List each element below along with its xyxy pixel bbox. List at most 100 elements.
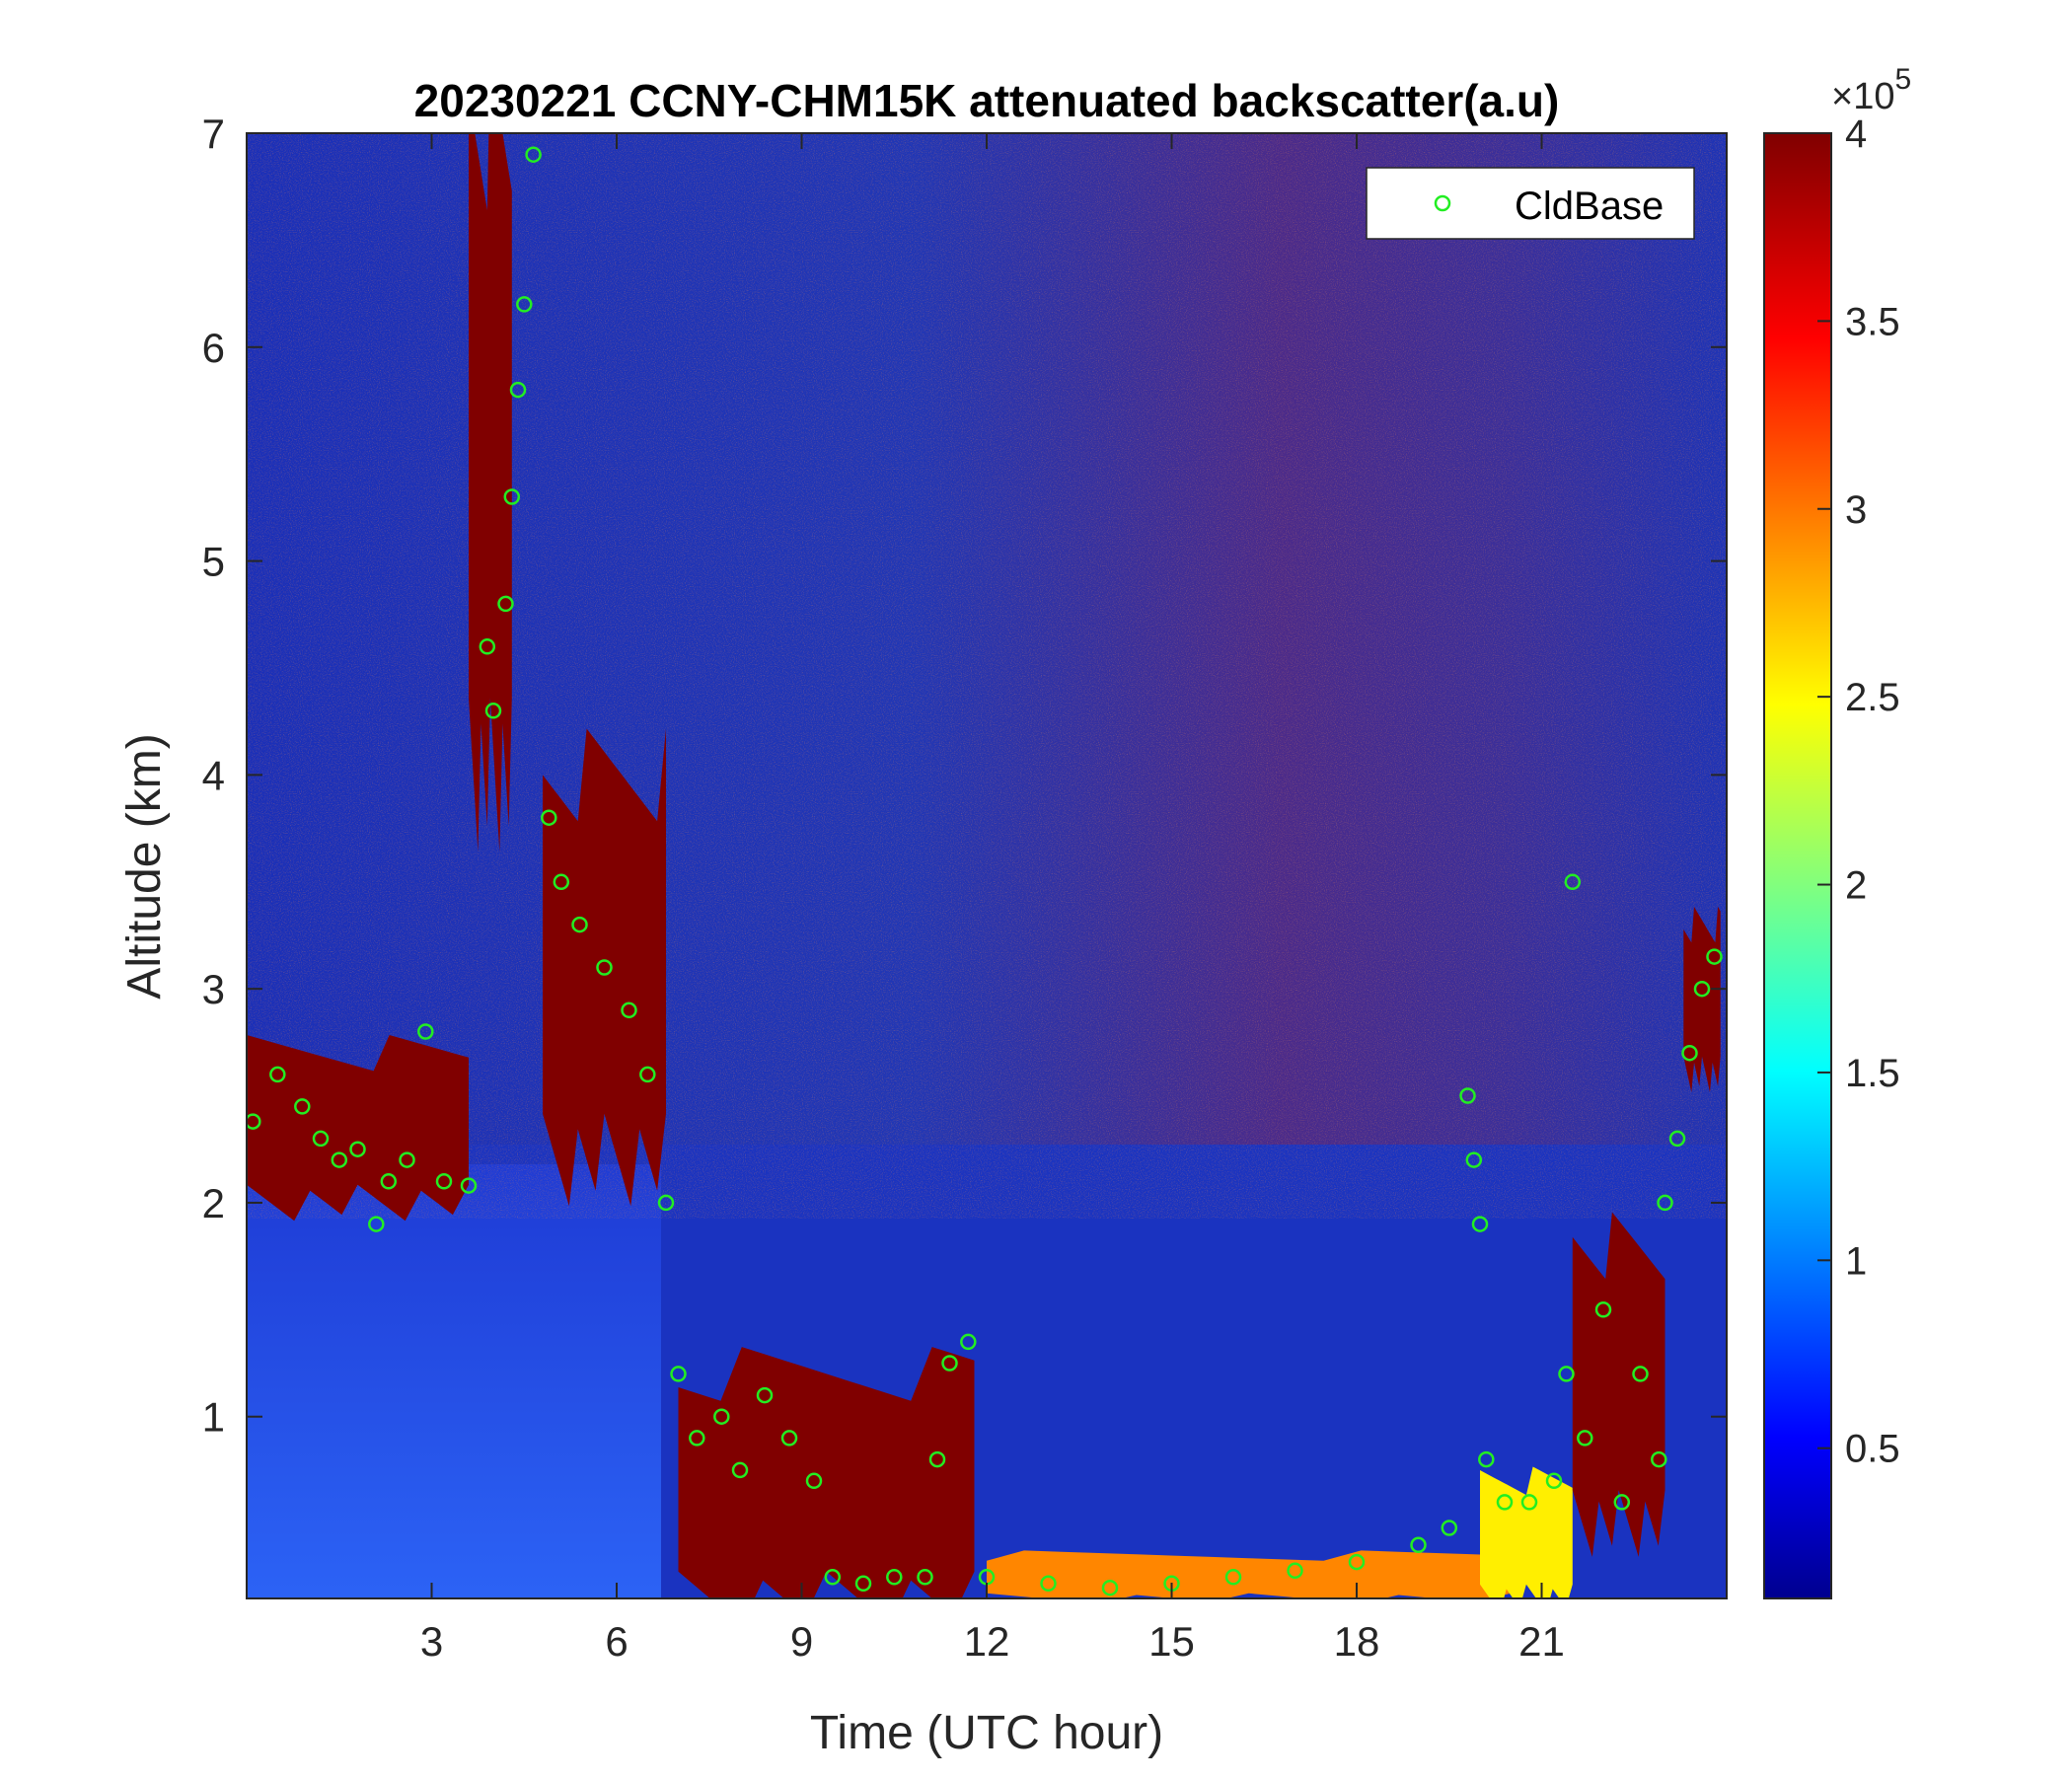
y-tick-label: 1 <box>202 1394 225 1441</box>
cldbase-point <box>1657 1194 1673 1212</box>
y-tick-label: 2 <box>202 1180 225 1226</box>
cldbase-point <box>541 809 557 826</box>
colorbar-exponent: ×105 <box>1831 63 1911 117</box>
cldbase-point <box>1613 1494 1631 1511</box>
cldbase-point <box>1564 873 1582 891</box>
x-tick-label: 12 <box>964 1618 1010 1665</box>
cloud-layers <box>247 133 1721 1598</box>
cldbase-point <box>1520 1494 1538 1511</box>
cldbase-point <box>294 1098 311 1115</box>
cldbase-point <box>479 638 496 655</box>
cldbase-point <box>621 1002 637 1019</box>
cldbase-point <box>509 381 527 399</box>
cldbase-point <box>1706 948 1723 965</box>
y-tick-label: 3 <box>202 966 225 1012</box>
y-axis-label: Altitude (km) <box>118 733 171 999</box>
cloud-layer <box>1572 1212 1665 1557</box>
legend-box <box>1366 167 1695 240</box>
cldbase-point <box>805 1472 823 1490</box>
cldbase-point <box>670 1366 687 1382</box>
cldbase-point <box>1594 1301 1612 1318</box>
cldbase-point <box>1545 1472 1563 1490</box>
cldbase-point <box>928 1450 946 1468</box>
colorbar-exponent-base: ×10 <box>1831 76 1894 117</box>
cldbase-point <box>941 1355 958 1372</box>
cldbase-point <box>917 1569 933 1586</box>
cldbase-point <box>1558 1366 1575 1382</box>
cldbase-point <box>349 1141 366 1157</box>
x-axis-ticks: 3 6 9 12 15 18 21 <box>420 133 1565 1665</box>
cldbase-point <box>1577 1430 1593 1447</box>
cloud-layer <box>247 1035 469 1222</box>
cldbase-point <box>1441 1520 1458 1536</box>
cloud-layer <box>543 728 666 1207</box>
cldbase-point <box>1224 1569 1242 1586</box>
cldbase-point <box>780 1430 798 1447</box>
cldbase-point <box>756 1386 774 1404</box>
cldbase-point <box>460 1177 478 1194</box>
cldbase-point <box>1471 1216 1489 1232</box>
cldbase-point <box>484 703 502 719</box>
x-tick-label: 18 <box>1334 1618 1380 1665</box>
colorbar-tick-label: 2.5 <box>1845 676 1900 719</box>
cldbase-point <box>331 1151 348 1168</box>
colorbar: 0.5 1 1.5 2 2.5 3 3.5 4 ×105 <box>1763 63 1911 1599</box>
cldbase-point <box>960 1333 977 1351</box>
cldbase-point <box>247 1113 261 1130</box>
cldbase-point <box>368 1216 385 1232</box>
legend-marker <box>1434 194 1451 212</box>
cloud-layer <box>678 1347 975 1598</box>
x-tick-label: 21 <box>1518 1618 1565 1665</box>
cldbase-point <box>399 1151 415 1168</box>
colorbar-tick-label: 3 <box>1845 488 1867 532</box>
cldbase-point <box>1632 1366 1649 1382</box>
colorbar-exponent-power: 5 <box>1894 63 1911 96</box>
cldbase-point <box>886 1569 903 1586</box>
cldbase-point <box>1668 1130 1686 1148</box>
colorbar-tick-label: 1 <box>1845 1239 1867 1283</box>
cldbase-point <box>854 1575 872 1593</box>
legend: CldBase <box>1366 167 1695 240</box>
cldbase-point <box>312 1130 330 1148</box>
cldbase-point <box>731 1461 749 1479</box>
cldbase-point <box>380 1173 398 1190</box>
y-axis-ticks: 1 2 3 4 5 6 7 <box>202 111 1727 1441</box>
cldbase-point <box>503 488 521 505</box>
cldbase-point <box>1465 1151 1483 1168</box>
cldbase-point <box>596 959 613 976</box>
colorbar-gradient <box>1763 132 1832 1599</box>
colorbar-tick-label: 3.5 <box>1845 300 1900 343</box>
colorbar-tick-label: 4 <box>1845 112 1867 156</box>
colorbar-ticks: 0.5 1 1.5 2 2.5 3 3.5 4 <box>1817 112 1900 1471</box>
cldbase-point <box>525 146 542 163</box>
cldbase-point <box>1101 1579 1119 1596</box>
cloud-layer <box>469 133 512 853</box>
chart-title: 20230221 CCNY-CHM15K attenuated backscat… <box>414 75 1560 126</box>
cldbase-point <box>1410 1536 1427 1554</box>
cldbase-point <box>516 296 533 313</box>
cldbase-point <box>435 1173 453 1190</box>
cldbase-point <box>1693 980 1711 998</box>
cldbase-point <box>1651 1450 1667 1468</box>
y-tick-label: 5 <box>202 539 225 585</box>
cldbase-point <box>1496 1494 1514 1511</box>
x-tick-label: 9 <box>790 1618 813 1665</box>
cldbase-point <box>269 1066 286 1083</box>
colorbar-tick-label: 1.5 <box>1845 1052 1900 1095</box>
cldbase-point <box>689 1430 705 1447</box>
cldbase-point <box>657 1194 675 1212</box>
colorbar-tick-label: 0.5 <box>1845 1428 1900 1471</box>
cldbase-point <box>1348 1553 1366 1571</box>
x-axis-label: Time (UTC hour) <box>810 1707 1163 1759</box>
cldbase-point <box>497 595 514 613</box>
cloud-layer <box>1480 1466 1573 1598</box>
cldbase-point <box>824 1569 842 1586</box>
x-tick-label: 15 <box>1148 1618 1195 1665</box>
legend-label: CldBase <box>1515 185 1664 228</box>
cldbase-point <box>571 916 588 933</box>
cldbase-point <box>553 873 570 891</box>
y-tick-label: 7 <box>202 111 225 157</box>
y-tick-label: 4 <box>202 752 225 798</box>
